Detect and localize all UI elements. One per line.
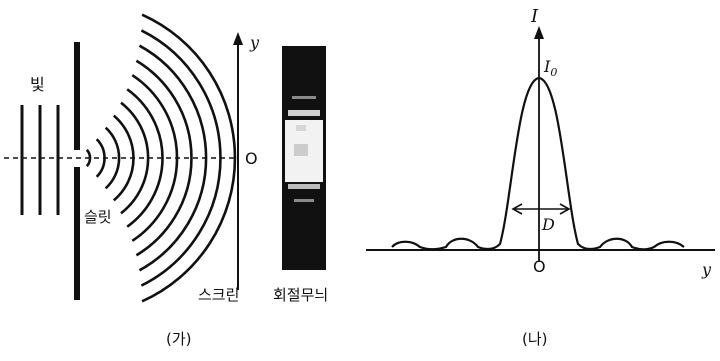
peak-intensity-label: I0 bbox=[543, 57, 557, 79]
diffraction-pattern-strip bbox=[282, 46, 326, 270]
origin-label-a: O bbox=[245, 149, 258, 168]
pattern-label: 회절무늬 bbox=[273, 286, 328, 304]
panel-a-caption: (가) bbox=[166, 330, 192, 348]
fringe-texture bbox=[296, 125, 306, 131]
secondary-fringe-top bbox=[292, 96, 316, 99]
screen-axis-y-label: y bbox=[249, 33, 260, 52]
intensity-axis-arrow-icon bbox=[534, 26, 544, 39]
light-label: 빛 bbox=[30, 75, 45, 94]
slit-label: 슬릿 bbox=[84, 208, 112, 226]
fringe-texture bbox=[294, 144, 308, 156]
panel-a: 빛 슬릿 y O 스크린 회절무늬 (가) bbox=[4, 13, 328, 348]
intensity-plot-y-label: y bbox=[701, 260, 712, 279]
panel-b-caption: (나) bbox=[522, 330, 548, 348]
incident-plane-waves bbox=[20, 105, 60, 215]
wavefront-arc bbox=[135, 59, 193, 257]
wavefront-arc bbox=[131, 74, 179, 242]
wavefront-arc bbox=[104, 126, 121, 190]
width-label: D bbox=[541, 215, 555, 234]
screen-label: 스크린 bbox=[198, 286, 239, 304]
diffracted-wavefronts bbox=[85, 13, 237, 303]
screen bbox=[233, 32, 243, 290]
wavefront-arc bbox=[141, 13, 237, 303]
intensity-axis-label: I bbox=[530, 6, 539, 27]
wavefront-arc bbox=[140, 29, 222, 287]
fringe-edge-bottom bbox=[288, 184, 320, 189]
wavefront-arc bbox=[85, 148, 92, 168]
wavefront-arc bbox=[120, 101, 150, 215]
fringe-edge-top bbox=[288, 110, 320, 116]
central-width-marker bbox=[511, 203, 571, 215]
wavefront-arc bbox=[112, 114, 135, 202]
panel-b: I I0 D O y (나) bbox=[366, 6, 715, 348]
wavefront-arc bbox=[126, 88, 164, 228]
origin-label-b: O bbox=[533, 257, 546, 276]
width-arrow-right-icon bbox=[559, 203, 571, 215]
secondary-fringe-bottom bbox=[294, 199, 314, 202]
wavefront-arc bbox=[95, 138, 106, 178]
width-arrow-left-icon bbox=[511, 203, 523, 215]
screen-axis-arrow-icon bbox=[233, 32, 243, 45]
wavefront-arc bbox=[138, 44, 208, 272]
intensity-curve bbox=[391, 76, 685, 251]
